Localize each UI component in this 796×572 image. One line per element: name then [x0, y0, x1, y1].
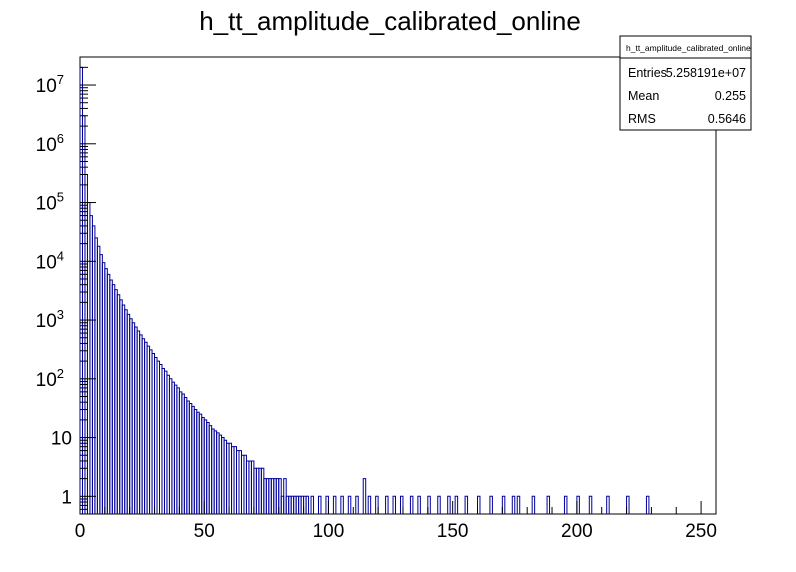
stats-box-frame	[619, 35, 752, 131]
y-tick-label: 1	[61, 487, 72, 508]
histogram-bin	[501, 495, 506, 514]
axes: 0 50 100 150 200 250 1 10 102 103 104 105 106 107	[36, 56, 717, 542]
x-tick-label: 150	[437, 521, 469, 542]
histogram-bin	[392, 495, 397, 514]
y-tick-label: 102	[36, 366, 64, 391]
stats-entries-label: Entries	[628, 66, 667, 80]
histogram-bin	[531, 495, 536, 514]
histogram-bin	[318, 495, 322, 514]
histogram-bin	[427, 495, 431, 514]
histogram-bin	[626, 495, 630, 514]
histogram-bin	[464, 495, 469, 514]
histogram-bin	[362, 478, 367, 514]
histogram-bin	[645, 495, 650, 514]
x-tick-label: 200	[561, 521, 593, 542]
histogram-bin	[367, 495, 372, 514]
y-tick-label: 10	[51, 429, 72, 450]
histogram-bin	[409, 495, 414, 514]
histogram-bin	[454, 495, 459, 514]
histogram-bin	[417, 495, 421, 514]
histogram-bin	[563, 495, 568, 514]
histogram-bins	[79, 66, 650, 514]
histogram-bin	[399, 495, 404, 514]
stats-mean-label: Mean	[628, 89, 659, 103]
histogram-bin	[437, 495, 441, 514]
chart-title: h_tt_amplitude_calibrated_online	[199, 6, 581, 36]
y-tick-label: 104	[36, 248, 64, 273]
histogram-bin	[447, 495, 451, 514]
x-tick-label: 50	[194, 521, 215, 542]
histogram-bin	[340, 495, 344, 514]
x-tick-label: 100	[313, 521, 345, 542]
stats-rms-label: RMS	[628, 112, 656, 126]
x-tick-label: 0	[75, 521, 86, 542]
stats-rms-value: 0.5646	[708, 112, 746, 126]
stats-entries-value: 5.258191e+07	[666, 66, 746, 80]
histogram-bin	[588, 495, 593, 514]
y-tick-label: 105	[36, 190, 64, 215]
histogram-bin	[332, 495, 337, 514]
histogram-bin	[511, 495, 516, 514]
histogram-bin	[489, 495, 493, 514]
histogram-bin	[385, 495, 389, 514]
histogram-bin	[355, 495, 359, 514]
histogram-bin	[305, 495, 310, 514]
histogram-bin	[516, 495, 521, 514]
histogram-bin	[606, 495, 610, 514]
y-tick-label: 103	[36, 307, 64, 332]
histogram-bin	[477, 495, 481, 514]
x-tick-label: 250	[685, 521, 717, 542]
y-tick-label: 106	[36, 131, 64, 156]
histogram-bin	[347, 495, 352, 514]
stats-mean-value: 0.255	[715, 89, 746, 103]
y-tick-label: 107	[36, 72, 64, 97]
stats-histogram-name: h_tt_amplitude_calibrated_online	[626, 43, 751, 53]
statistics-box: h_tt_amplitude_calibrated_online Entries…	[619, 35, 752, 131]
histogram-bin	[310, 495, 315, 514]
histogram-bin	[375, 495, 379, 514]
histogram-bin	[546, 495, 551, 514]
